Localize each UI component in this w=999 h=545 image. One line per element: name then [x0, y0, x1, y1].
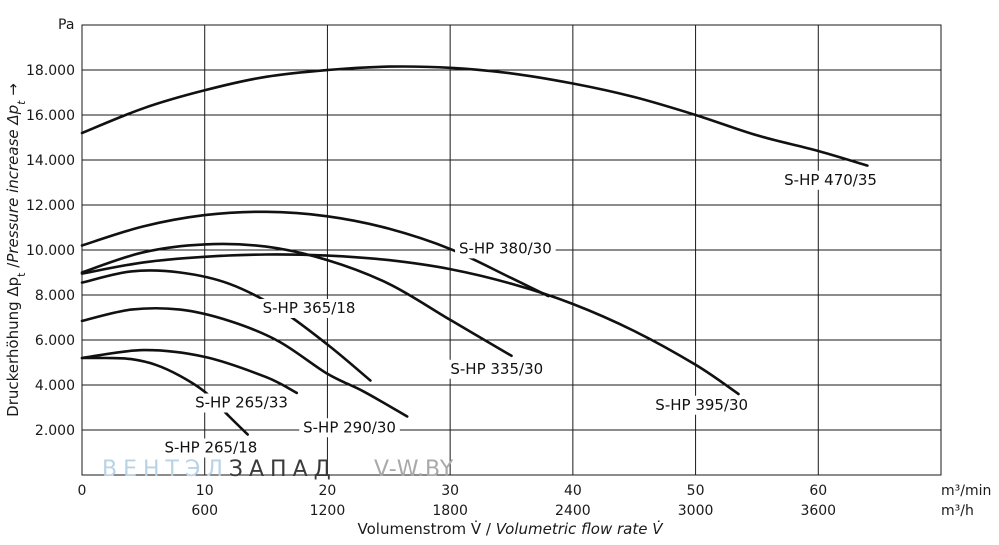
series-label-s-hp-470-35: S-HP 470/35 [784, 171, 877, 189]
watermark: ВЕНТЭЛЗАПАД V-W.BY [102, 457, 454, 482]
svg-text:ВЕНТЭЛЗАПАД: ВЕНТЭЛЗАПАД [102, 457, 337, 482]
x-tick-label-min: 10 [196, 483, 214, 499]
series-label-s-hp-335-30: S-HP 335/30 [450, 360, 543, 378]
series-label-s-hp-265-33: S-HP 265/33 [195, 394, 288, 412]
curve-s-hp-395-30 [80, 253, 740, 396]
curve-s-hp-380-30 [80, 210, 550, 298]
curve-layer [80, 65, 869, 436]
x-unit-h-label: m³/h [941, 503, 974, 519]
curve-s-hp-335-30 [80, 242, 513, 358]
series-label-bg-s-hp-395-30 [651, 395, 753, 415]
curve-s-hp-265-33 [80, 348, 299, 395]
y-tick-label: 14.000 [26, 153, 75, 169]
curve-s-hp-290-30 [80, 306, 409, 418]
series-label-s-hp-380-30: S-HP 380/30 [459, 239, 552, 257]
series-label-s-hp-365-18: S-HP 365/18 [263, 299, 356, 317]
y-tick-label: 10.000 [26, 243, 75, 259]
label-layer: S-HP 470/35 S-HP 380/30 S-HP 395/30 S-HP 33… [160, 170, 881, 458]
x-tick-label-min: 0 [78, 483, 87, 499]
y-tick-label: 12.000 [26, 198, 75, 214]
y-axis-label-mid: / [4, 262, 22, 273]
y-tick-label: 8.000 [35, 288, 75, 304]
watermark-part3: V-W.BY [374, 457, 454, 482]
y-axis-label-sub1: t [15, 272, 28, 277]
x-tick-label-h: 600 [191, 503, 218, 519]
y-unit-label: Pa [58, 17, 74, 33]
curve-s-hp-265-18 [80, 356, 249, 436]
x-axis-label-de: Volumenstrom V̇ / [358, 519, 496, 538]
y-tick-label: 18.000 [26, 63, 75, 79]
watermark-part1: ВЕНТЭЛ [102, 457, 229, 482]
x-unit-min-label: m³/min [941, 483, 991, 499]
curve-s-hp-365-18 [80, 269, 372, 382]
x-tick-label-h: 1200 [310, 503, 346, 519]
y-axis-label-arrow: → [4, 83, 22, 100]
series-label-s-hp-265-18: S-HP 265/18 [164, 439, 257, 457]
x-tick-label-min: 50 [687, 483, 705, 499]
grid-layer [81, 24, 942, 476]
y-tick-label: 2.000 [35, 423, 75, 439]
series-label-bg-s-hp-380-30 [455, 239, 556, 259]
x-axis-label-en: Volumetric flow rate V̇ [496, 519, 664, 538]
y-tick-label: 4.000 [35, 378, 75, 394]
x-tick-label-h: 3600 [800, 503, 836, 519]
x-tick-label-min: 30 [441, 483, 459, 499]
watermark-part2: ЗАПАД [229, 457, 337, 482]
x-tick-label-h: 3000 [678, 503, 714, 519]
series-label-bg-s-hp-365-18 [258, 299, 360, 318]
curve-s-hp-470-35 [80, 65, 869, 167]
y-tick-label: 6.000 [35, 333, 75, 349]
series-label-bg-s-hp-290-30 [299, 418, 400, 438]
x-tick-label-min: 60 [809, 483, 827, 499]
x-tick-label-min: 40 [564, 483, 582, 499]
series-label-bg-s-hp-265-18 [160, 438, 262, 458]
series-label-bg-s-hp-335-30 [446, 359, 548, 379]
y-axis-label-en: Pressure increase Δp [4, 105, 22, 263]
x-tick-label-min: 20 [319, 483, 337, 499]
series-label-bg-s-hp-470-35 [780, 170, 881, 190]
x-tick-label-h: 2400 [555, 503, 591, 519]
tick-layer: 2.000 4.000 6.000 8.000 10.000 12.000 14.000 16… [26, 63, 836, 519]
x-tick-label-h: 1800 [432, 503, 468, 519]
series-label-s-hp-395-30: S-HP 395/30 [655, 396, 748, 414]
y-tick-label: 16.000 [26, 108, 75, 124]
series-label-bg-s-hp-265-33 [191, 393, 292, 413]
y-axis-label-sub2: t [15, 100, 28, 105]
y-axis-label: Druckerhöhung Δpt /Pressure increase Δpt… [4, 83, 28, 417]
x-axis-label: Volumenstrom V̇ / Volumetric flow rate V… [358, 519, 665, 538]
series-label-s-hp-290-30: S-HP 290/30 [303, 418, 396, 436]
y-axis-label-de: Druckerhöhung Δp [4, 277, 22, 417]
